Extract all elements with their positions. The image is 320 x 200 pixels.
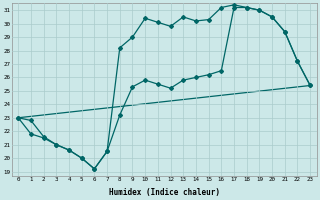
- X-axis label: Humidex (Indice chaleur): Humidex (Indice chaleur): [109, 188, 220, 197]
